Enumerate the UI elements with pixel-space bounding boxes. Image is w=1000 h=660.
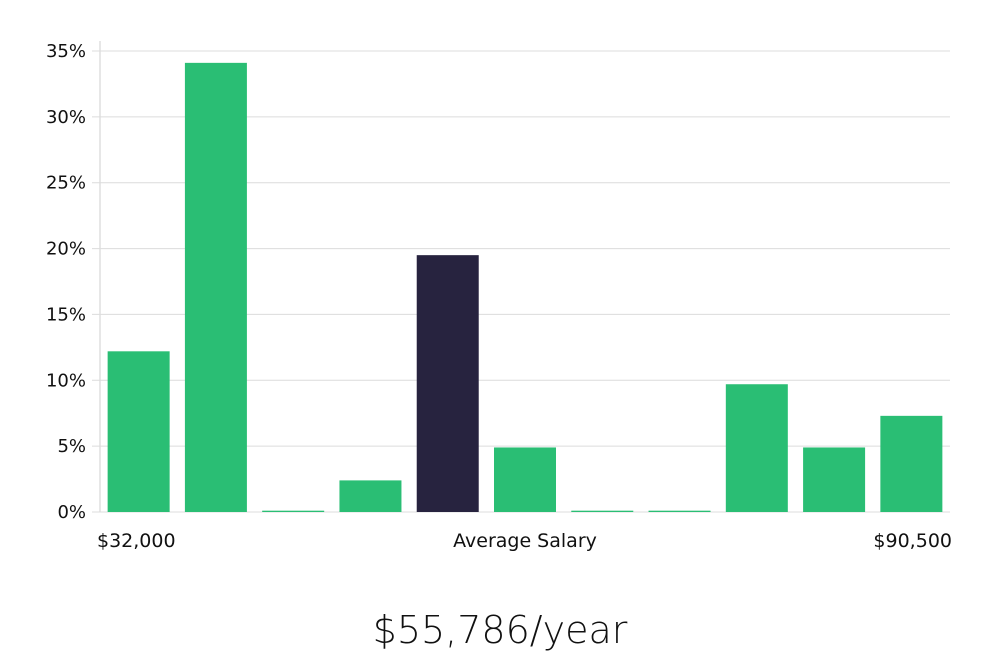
y-tick-label: 10% [46,370,86,391]
y-tick-label: 25% [46,173,86,194]
x-label-max: $90,500 [873,530,952,552]
chart-svg: 0% 5% 10% 15% 20% 25% 30% 35% $32,000 Average Sal… [46,41,952,552]
highlight-bar [416,255,479,512]
y-tick-label: 15% [46,304,86,325]
bar [725,384,788,512]
bar [571,510,634,512]
bar [262,510,325,512]
bar [648,510,711,512]
bar [494,447,556,512]
bar [107,351,170,512]
x-label-min: $32,000 [97,530,176,552]
y-tick-label: 20% [46,239,86,260]
bar [880,415,943,512]
bar [184,62,247,513]
y-tick-label: 35% [46,41,86,62]
bar [803,447,866,512]
bar [339,480,402,512]
x-label-center: Average Salary [453,530,597,552]
y-tick-label: 0% [57,502,86,523]
y-tick-label: 5% [57,436,86,457]
average-salary-figure: $55,786/year [372,608,628,652]
y-tick-label: 30% [46,107,86,128]
